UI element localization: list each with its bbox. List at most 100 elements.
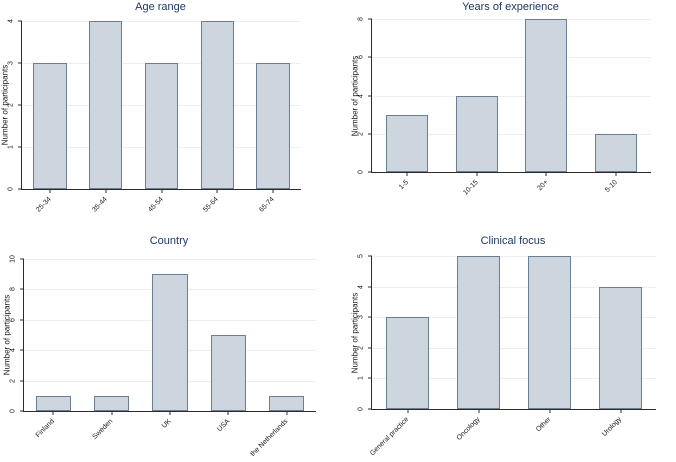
chart-title: Clinical focus	[480, 235, 546, 247]
y-tick-label: 2	[357, 345, 365, 350]
x-tick-mark	[478, 409, 479, 413]
x-tick-label-text: Other	[535, 416, 553, 434]
y-tick-label: 2	[357, 131, 365, 136]
y-tick-label: 4	[9, 348, 17, 353]
bar-45-54	[144, 63, 179, 189]
y-tick-mark	[368, 18, 372, 20]
bar-oncology	[457, 256, 500, 409]
y-tick-mark	[18, 188, 22, 190]
x-tick-label-text: 65-74	[258, 196, 277, 214]
chart-age-range: Age range Number of participants 0 1 2 3 4 25…	[0, 0, 338, 231]
x-tick-label-text: the Netherlands	[249, 418, 290, 458]
y-tick-mark	[20, 288, 24, 290]
y-tick-mark	[368, 316, 372, 318]
y-tick-mark	[20, 319, 24, 321]
bar-35-44	[88, 21, 123, 189]
x-tick-mark	[105, 189, 107, 193]
y-tick-label: 2	[9, 378, 17, 383]
bar-55-64	[200, 21, 235, 189]
chart-years-of-experience: Years of experience Number of participan…	[338, 0, 676, 231]
bar-uk	[152, 274, 188, 411]
y-tick-mark	[368, 95, 372, 96]
y-tick-label: 4	[357, 93, 365, 98]
bar-65-74	[256, 63, 290, 189]
x-tick-label-text: 25-34	[35, 196, 53, 214]
y-tick-label: 5	[357, 254, 365, 258]
y-tick-mark	[18, 20, 22, 22]
y-tick-label: 2	[7, 103, 15, 107]
gridline	[372, 256, 656, 257]
x-tick-mark	[227, 411, 229, 415]
y-tick-mark	[18, 104, 22, 106]
y-tick-label: 10	[9, 255, 17, 263]
y-tick-label: 4	[7, 19, 15, 23]
x-tick-label-text: 35-44	[91, 196, 109, 214]
x-tick-label-text: 1-5	[397, 179, 410, 192]
x-tick-mark	[549, 409, 550, 413]
y-tick-mark	[18, 146, 22, 148]
x-tick-label-text: Sweden	[91, 418, 115, 441]
x-tick-mark	[620, 409, 621, 413]
bar-10-15	[455, 95, 498, 172]
y-tick-label: 0	[9, 409, 17, 413]
x-tick-label-text: General practice	[369, 416, 411, 458]
y-tick-label: 6	[357, 55, 365, 60]
chart-clinical-focus: Clinical focus Number of participants 0 1…	[338, 231, 676, 462]
y-tick-label: 3	[7, 61, 15, 65]
x-tick-mark	[169, 411, 171, 415]
x-tick-mark	[615, 172, 617, 176]
plot-area: 0 2 4 6 8 10 Finland Sweden UK USA the Netherlands	[10, 255, 316, 458]
y-tick-mark	[368, 377, 372, 379]
bar-20	[525, 19, 568, 172]
plot-area: 0 2 4 6 8 1-5 10-15 20+ 5-10	[358, 17, 651, 197]
chart-title: Age range	[135, 1, 186, 13]
x-tick-mark	[407, 409, 408, 413]
y-tick-label: 8	[357, 17, 365, 21]
gridline	[372, 95, 651, 97]
y-tick-label: 0	[357, 170, 365, 174]
chart-country: Country Number of participants 0 2 4 6 8 10 Fi…	[0, 231, 338, 462]
y-tick-label: 6	[9, 317, 17, 322]
plot-area: 0 1 2 3 4 25-34 35-44 45-54 55-64 65-74	[8, 19, 301, 214]
y-tick-mark	[368, 133, 372, 135]
x-tick-label-text: 55-64	[202, 196, 221, 214]
x-tick-label-text: Finland	[34, 418, 57, 440]
y-tick-mark	[368, 408, 372, 410]
y-tick-label: 4	[357, 284, 365, 289]
y-tick-label: 1	[7, 145, 15, 149]
bar-finland	[35, 395, 71, 411]
bar-sweden	[94, 395, 130, 411]
y-tick-label: 0	[7, 187, 15, 191]
plot-area: 0 1 2 3 4 5 General practice Oncology Other Urolo…	[358, 254, 656, 457]
x-tick-mark	[272, 189, 274, 193]
y-tick-mark	[20, 258, 24, 260]
x-tick-mark	[406, 172, 408, 176]
chart-title: Country	[149, 235, 189, 247]
y-tick-mark	[368, 255, 372, 257]
y-tick-label: 1	[357, 376, 365, 381]
y-tick-mark	[20, 349, 24, 351]
x-tick-label-text: Oncology	[455, 416, 482, 442]
x-tick-label-text: UK	[161, 418, 173, 430]
y-tick-label: 8	[9, 287, 17, 292]
x-tick-label-text: 10-15	[461, 179, 480, 197]
y-tick-mark	[20, 380, 24, 382]
gridline	[22, 21, 301, 22]
gridline	[372, 19, 651, 20]
x-tick-mark	[476, 172, 478, 176]
y-axis-title: Number of participants	[2, 294, 12, 376]
x-tick-label-text: 5-10	[604, 179, 620, 194]
y-tick-label: 0	[357, 407, 365, 411]
gridline	[24, 259, 316, 260]
chart-title: Years of experience	[462, 1, 559, 13]
y-tick-mark	[368, 347, 372, 349]
x-tick-mark	[545, 172, 547, 176]
y-tick-mark	[20, 410, 24, 412]
x-tick-mark	[111, 411, 113, 415]
y-axis-title: Number of participants	[350, 292, 360, 373]
y-tick-mark	[368, 56, 372, 58]
bar-urology	[599, 286, 642, 409]
y-tick-mark	[368, 171, 372, 173]
y-tick-label: 3	[357, 315, 365, 320]
